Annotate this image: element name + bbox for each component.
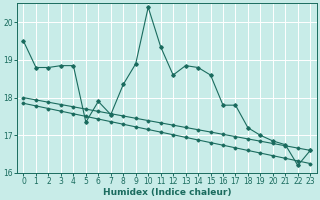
X-axis label: Humidex (Indice chaleur): Humidex (Indice chaleur) (103, 188, 231, 197)
